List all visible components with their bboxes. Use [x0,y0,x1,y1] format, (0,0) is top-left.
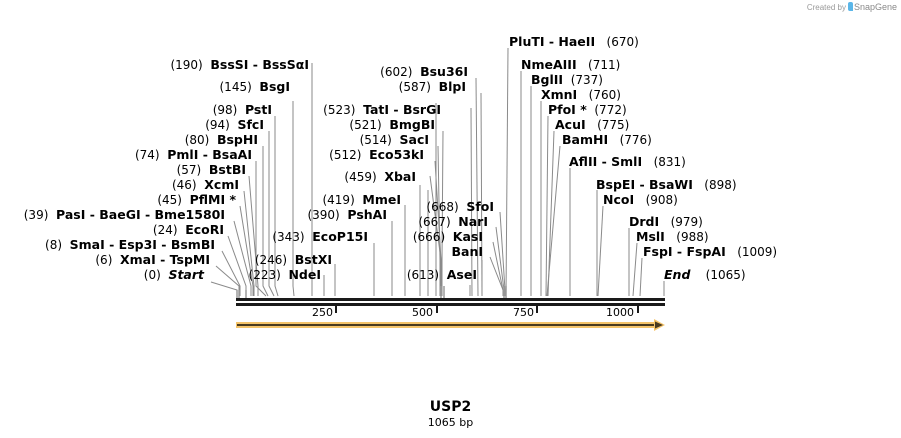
site-label[interactable]: AcuI (775) [555,117,630,133]
site-label[interactable]: FspI - FspAI (1009) [643,244,778,260]
site-label[interactable]: (512) Eco53kI [329,147,424,163]
tick-label-500: 500 [412,306,433,319]
site-label[interactable]: (587) BlpI [398,79,466,95]
site-label[interactable]: (223) NdeI [248,267,321,283]
tick-label-250: 250 [312,306,333,319]
site-label[interactable]: PluTI - HaeII (670) [509,34,639,50]
site-label[interactable]: (57) BstBI [176,162,246,178]
site-label[interactable]: End (1065) [664,267,746,283]
site-label[interactable]: (667) NarI [418,214,488,230]
site-label[interactable]: NcoI (908) [603,192,678,208]
site-label[interactable]: (514) SacI [359,132,429,148]
site-label[interactable]: (190) BssSI - BssSαI [170,57,309,73]
site-label[interactable]: (668) SfoI [426,199,494,215]
site-label[interactable]: BglII (737) [531,72,603,88]
site-label[interactable]: (521) BmgBI [349,117,435,133]
credit-prefix: Created by [806,3,846,12]
site-label[interactable]: (666) KasI [412,229,483,245]
tick-label-750: 750 [513,306,534,319]
site-label[interactable]: DrdI (979) [629,214,703,230]
site-label[interactable]: BanI [451,244,483,259]
site-label[interactable]: (8) SmaI - Esp3I - BsmBI [45,237,215,253]
sequence-name: USP2 [429,399,472,415]
site-label[interactable]: (613) AseI [406,267,477,283]
site-label[interactable]: (343) EcoP15I [272,229,368,245]
site-label[interactable]: AflII - SmlI (831) [569,154,686,170]
site-label[interactable]: (459) XbaI [344,169,416,185]
site-label[interactable]: (602) Bsu36I [380,64,468,80]
site-label[interactable]: (246) BstXI [254,252,332,268]
feature-arrow[interactable] [236,319,665,331]
backbone-bottom-strand [236,303,665,306]
leader-lines [210,47,665,297]
site-label[interactable]: (145) BsgI [219,79,291,95]
site-label[interactable]: (24) EcoRI [152,222,224,238]
snapgene-credit: Created by SnapGene [807,2,897,12]
credit-brand: SnapGene [853,2,897,12]
site-label[interactable]: (98) PstI [212,102,272,118]
site-label[interactable]: BamHI (776) [562,132,652,148]
site-label[interactable]: (94) SfcI [205,117,264,133]
tick-label-1000: 1000 [606,306,634,319]
site-label[interactable]: XmnI (760) [541,87,621,103]
site-label[interactable]: (390) PshAI [307,207,387,223]
site-label[interactable]: (74) PmlI - BsaAI [134,147,252,163]
backbone-top-strand [236,298,665,301]
snapgene-logo-icon [847,2,853,11]
site-label[interactable]: (0) Start [143,267,204,283]
site-label[interactable]: (80) BspHI [184,132,258,148]
site-label[interactable]: (45) PflMI * [157,192,236,208]
site-label[interactable]: BspEI - BsaWI (898) [596,177,737,193]
sequence-length: 1065 bp [427,416,474,429]
site-label[interactable]: (523) TatI - BsrGI [323,102,441,118]
site-label[interactable]: (46) XcmI [171,177,239,193]
site-label[interactable]: (419) MmeI [322,192,401,208]
site-label[interactable]: NmeAIII (711) [521,57,621,73]
site-label[interactable]: (39) PasI - BaeGI - Bme1580I [23,207,225,223]
site-label[interactable]: PfoI * (772) [548,102,627,118]
site-label[interactable]: MslI (988) [636,229,709,245]
ruler-ticks [335,306,639,313]
site-label[interactable]: (6) XmaI - TspMI [95,252,210,268]
